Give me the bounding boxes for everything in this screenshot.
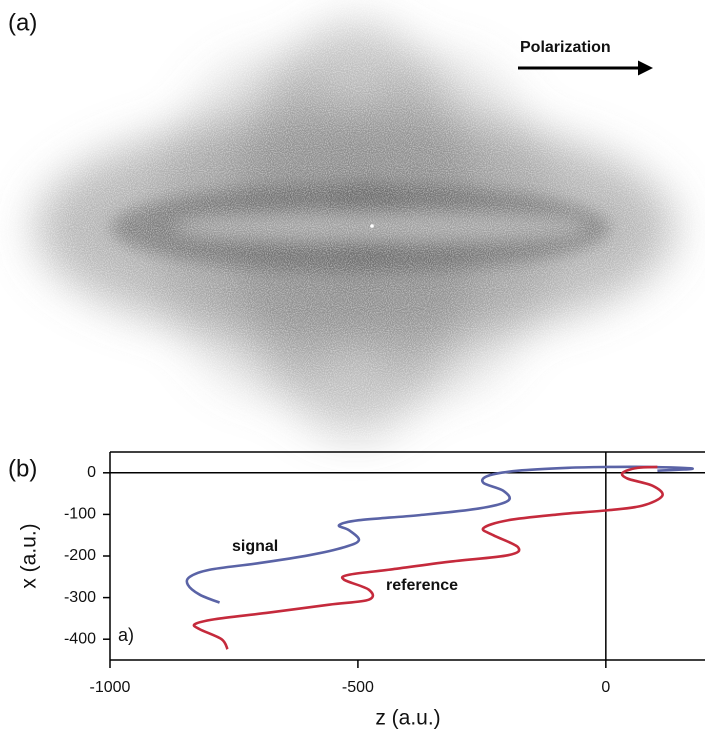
distribution-image [0,0,705,440]
y-tick-label: -300 [64,589,96,606]
series-line [185,465,694,604]
x-tick-label: -1000 [90,679,131,696]
panel-label: (a) [8,9,37,36]
series-label: reference [386,577,458,594]
panel-label: (b) [8,455,37,482]
inset-label: a) [118,625,134,645]
y-axis-label: x (a.u.) [18,523,41,588]
y-tick-label: -100 [64,506,96,523]
y-tick-label: -200 [64,547,96,564]
y-tick-label: 0 [87,464,96,481]
x-tick-label: 0 [601,679,610,696]
plot: -1000 -500 0 0 -100 -200 -300 -400 z (a.u.) x (a.… [18,451,705,730]
polarization-label: Polarization [520,39,611,56]
y-tick-label: -400 [64,630,96,647]
series-label: signal [232,538,278,555]
series-line [192,465,664,650]
x-axis-label: z (a.u.) [375,707,440,730]
x-tick-label: -500 [342,679,374,696]
